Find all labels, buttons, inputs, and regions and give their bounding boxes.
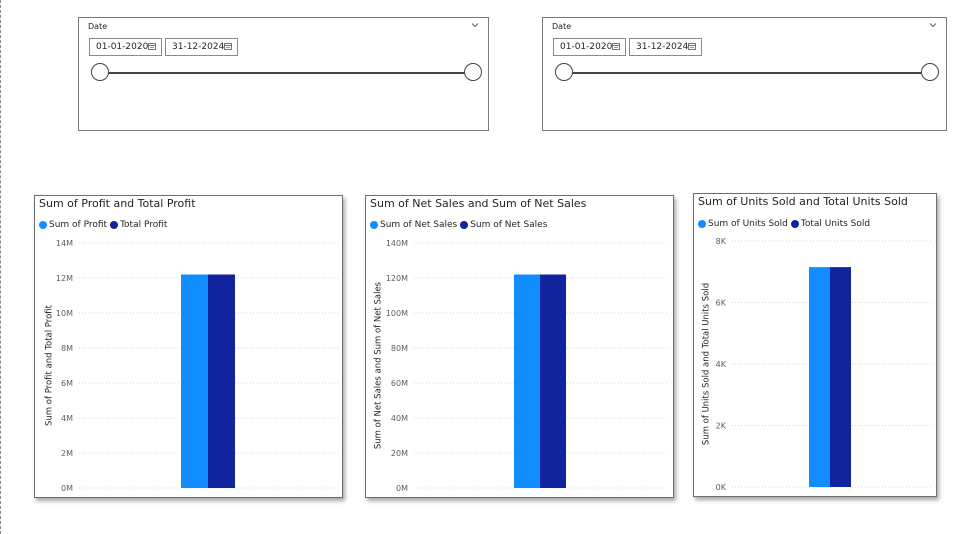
slider-end-handle[interactable] bbox=[921, 63, 939, 81]
chevron-down-icon[interactable] bbox=[928, 20, 938, 30]
legend-label: Sum of Net Sales bbox=[380, 220, 458, 230]
legend-item[interactable]: Sum of Net Sales bbox=[460, 220, 547, 230]
slicer-title: Date bbox=[88, 22, 108, 31]
legend-label: Sum of Units Sold bbox=[708, 219, 788, 229]
legend-marker bbox=[370, 221, 378, 229]
legend-item[interactable]: Total Profit bbox=[110, 220, 167, 230]
y-tick-label: 100M bbox=[386, 309, 408, 318]
slider-track[interactable] bbox=[99, 72, 473, 74]
y-tick-label: 40M bbox=[391, 414, 408, 423]
legend-marker bbox=[39, 221, 47, 229]
y-tick-label: 10M bbox=[56, 309, 73, 318]
y-tick-label: 0M bbox=[396, 484, 408, 493]
y-axis-title: Sum of Profit and Total Profit bbox=[45, 304, 55, 426]
calendar-icon[interactable] bbox=[148, 43, 156, 50]
date-slicer-2[interactable]: Date 01-01-2020 31-12-2024 bbox=[542, 17, 947, 131]
y-tick-label: 2K bbox=[716, 422, 727, 431]
bar-series-1[interactable] bbox=[809, 267, 830, 487]
y-tick-label: 2M bbox=[61, 449, 73, 458]
legend-marker bbox=[698, 220, 706, 228]
y-tick-label: 140M bbox=[386, 239, 408, 248]
profit-chart[interactable]: Sum of Profit and Total Profit Sum of Pr… bbox=[34, 195, 343, 498]
bar-series-2[interactable] bbox=[540, 274, 566, 489]
slider-track[interactable] bbox=[563, 72, 931, 74]
legend-item[interactable]: Sum of Profit bbox=[39, 220, 107, 230]
y-tick-label: 60M bbox=[391, 379, 408, 388]
bar-series-1[interactable] bbox=[514, 274, 540, 489]
y-tick-label: 12M bbox=[56, 274, 73, 283]
date-slicer-1[interactable]: Date 01-01-2020 31-12-2024 bbox=[78, 17, 489, 131]
end-date-value: 31-12-2024 bbox=[172, 42, 225, 52]
legend-marker bbox=[790, 220, 799, 228]
y-tick-label: 4K bbox=[716, 360, 727, 369]
end-date-value: 31-12-2024 bbox=[636, 42, 689, 52]
chart-title: Sum of Profit and Total Profit bbox=[39, 197, 196, 210]
y-axis-title: Sum of Net Sales and Sum of Net Sales bbox=[374, 281, 384, 449]
y-tick-label: 0M bbox=[61, 484, 73, 493]
start-date-value: 01-01-2020 bbox=[560, 42, 613, 52]
legend-label: Total Profit bbox=[120, 220, 168, 230]
start-date-input[interactable]: 01-01-2020 bbox=[89, 38, 162, 56]
plot-area: 0M 2M 4M 6M 8M 10M 12M 14M Sum of Profit and Tot… bbox=[45, 239, 338, 493]
chart-title: Sum of Net Sales and Sum of Net Sales bbox=[370, 197, 587, 210]
y-tick-label: 6K bbox=[716, 299, 727, 308]
slider-end-handle[interactable] bbox=[464, 63, 482, 81]
y-tick-label: 80M bbox=[391, 344, 408, 353]
slider-start-handle[interactable] bbox=[91, 63, 109, 81]
y-tick-label: 4M bbox=[61, 414, 73, 423]
y-axis-title: Sum of Units Sold and Total Units Sold bbox=[702, 283, 712, 445]
legend-label: Total Units Sold bbox=[800, 219, 871, 229]
legend-item[interactable]: Total Units Sold bbox=[790, 219, 871, 229]
y-tick-label: 6M bbox=[61, 379, 73, 388]
canvas-edge bbox=[0, 0, 1, 534]
slicer-title: Date bbox=[552, 22, 572, 31]
y-tick-label: 8M bbox=[61, 344, 73, 353]
end-date-input[interactable]: 31-12-2024 bbox=[165, 38, 238, 56]
start-date-value: 01-01-2020 bbox=[96, 42, 149, 52]
legend-marker bbox=[460, 221, 469, 229]
legend-label: Sum of Profit bbox=[49, 220, 108, 230]
plot-area: 0K 2K 4K 6K 8K Sum of Units Sold and Total Un… bbox=[702, 237, 932, 492]
y-tick-label: 20M bbox=[391, 449, 408, 458]
y-tick-label: 14M bbox=[56, 239, 73, 248]
bar-series-2[interactable] bbox=[208, 274, 235, 489]
chevron-down-icon[interactable] bbox=[470, 20, 480, 30]
slider-start-handle[interactable] bbox=[555, 63, 573, 81]
chart-legend: Sum of Units Sold Total Units Sold bbox=[698, 219, 873, 229]
calendar-icon[interactable] bbox=[688, 43, 696, 50]
end-date-input[interactable]: 31-12-2024 bbox=[629, 38, 702, 56]
legend-item[interactable]: Sum of Net Sales bbox=[370, 220, 457, 230]
plot-area: 0M 20M 40M 60M 80M 100M 120M 140M Sum of Net Sal… bbox=[374, 239, 669, 493]
chart-title: Sum of Units Sold and Total Units Sold bbox=[698, 195, 908, 208]
legend-item[interactable]: Sum of Units Sold bbox=[698, 219, 788, 229]
bar-series-2[interactable] bbox=[830, 267, 851, 487]
calendar-icon[interactable] bbox=[224, 43, 232, 50]
calendar-icon[interactable] bbox=[612, 43, 620, 50]
y-tick-label: 120M bbox=[386, 274, 408, 283]
start-date-input[interactable]: 01-01-2020 bbox=[553, 38, 626, 56]
y-tick-label: 0K bbox=[716, 483, 727, 492]
units-sold-chart[interactable]: Sum of Units Sold and Total Units Sold S… bbox=[693, 193, 937, 497]
chart-legend: Sum of Profit Total Profit bbox=[39, 220, 170, 230]
net-sales-chart[interactable]: Sum of Net Sales and Sum of Net Sales Su… bbox=[365, 195, 674, 498]
legend-marker bbox=[110, 221, 119, 229]
y-tick-label: 8K bbox=[716, 237, 727, 246]
legend-label: Sum of Net Sales bbox=[470, 220, 548, 230]
bar-series-1[interactable] bbox=[181, 274, 208, 489]
chart-legend: Sum of Net Sales Sum of Net Sales bbox=[370, 220, 550, 230]
